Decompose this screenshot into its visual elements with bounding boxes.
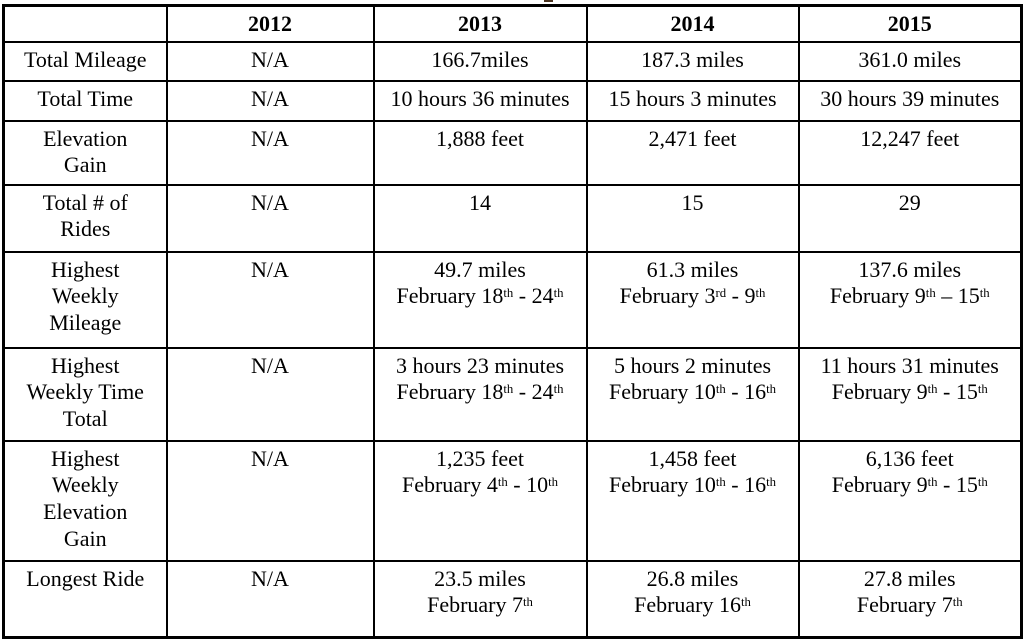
cell: 15 hours 3 minutes [585,79,800,122]
table-row-longest-ride: Longest Ride N/A 23.5 miles February 7th… [2,559,1023,639]
table-row-total-rides: Total # of Rides N/A 14 15 29 [2,183,1023,253]
cell: N/A [165,119,375,186]
cropped-text-remnant [544,0,553,2]
cell: 1,888 feet [372,119,588,186]
table-row-total-mileage: Total Mileage N/A 166.7miles 187.3 miles… [2,40,1023,82]
cell: 2,471 feet [585,119,800,186]
cell: N/A [165,40,375,82]
cell: 11 hours 31 minutes February 9th - 15th [797,346,1023,442]
table-row-highest-weekly-mileage: Highest Weekly Mileage N/A 49.7 miles Fe… [2,250,1023,349]
cell: 27.8 miles February 7th [797,559,1023,639]
row-label: Highest Weekly Time Total [2,346,168,442]
row-label: Longest Ride [2,559,168,639]
header-blank [2,4,168,43]
cell: 29 [797,183,1023,253]
cell: 1,458 feet February 10th - 16th [585,439,800,562]
cell: 137.6 miles February 9th – 15th [797,250,1023,349]
cell: 3 hours 23 minutes February 18th - 24th [372,346,588,442]
cell: 61.3 miles February 3rd - 9th [585,250,800,349]
table-row-highest-weekly-elevation: Highest Weekly Elevation Gain N/A 1,235 … [2,439,1023,562]
header-year-2015: 2015 [797,4,1023,43]
cell: N/A [165,346,375,442]
cell: N/A [165,559,375,639]
table-row-elevation-gain: Elevation Gain N/A 1,888 feet 2,471 feet… [2,119,1023,186]
cell: 15 [585,183,800,253]
cell: N/A [165,250,375,349]
cell: N/A [165,439,375,562]
yearly-riding-stats-table: 2012 2013 2014 2015 Total Mileage N/A 16… [2,4,1023,639]
header-year-2013: 2013 [372,4,588,43]
cell: 23.5 miles February 7th [372,559,588,639]
cell: 12,247 feet [797,119,1023,186]
table-row-highest-weekly-time: Highest Weekly Time Total N/A 3 hours 23… [2,346,1023,442]
cell: 26.8 miles February 16th [585,559,800,639]
row-label: Elevation Gain [2,119,168,186]
header-row: 2012 2013 2014 2015 [2,4,1023,43]
cell: 5 hours 2 minutes February 10th - 16th [585,346,800,442]
row-label: Highest Weekly Elevation Gain [2,439,168,562]
cell: 14 [372,183,588,253]
cell: 166.7miles [372,40,588,82]
cell: 10 hours 36 minutes [372,79,588,122]
cell: N/A [165,183,375,253]
row-label: Total Mileage [2,40,168,82]
cell: 6,136 feet February 9th - 15th [797,439,1023,562]
cell: 361.0 miles [797,40,1023,82]
cell: 30 hours 39 minutes [797,79,1023,122]
cell: 1,235 feet February 4th - 10th [372,439,588,562]
table-row-total-time: Total Time N/A 10 hours 36 minutes 15 ho… [2,79,1023,122]
row-label: Total Time [2,79,168,122]
row-label: Total # of Rides [2,183,168,253]
header-year-2014: 2014 [585,4,800,43]
row-label: Highest Weekly Mileage [2,250,168,349]
header-year-2012: 2012 [165,4,375,43]
cell: 49.7 miles February 18th - 24th [372,250,588,349]
cell: N/A [165,79,375,122]
cell: 187.3 miles [585,40,800,82]
